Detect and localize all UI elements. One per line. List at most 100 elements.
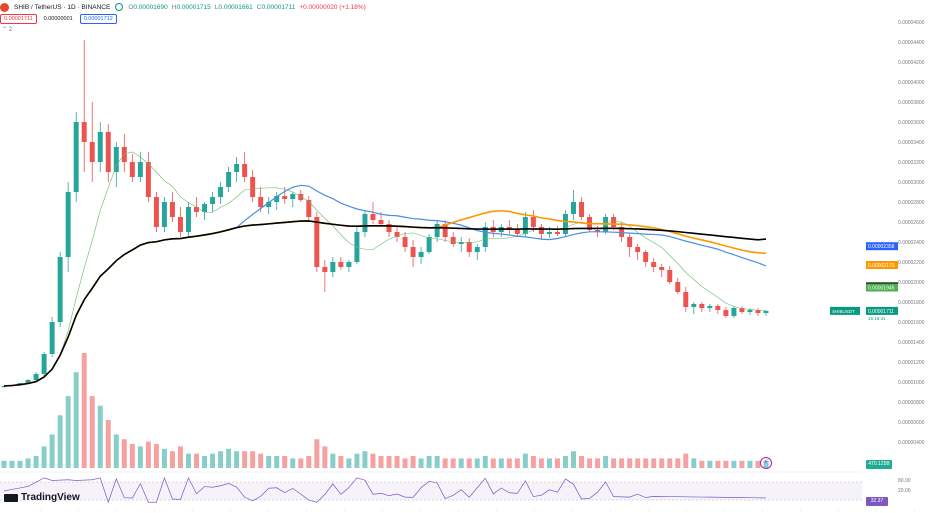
volume-bar — [258, 453, 264, 468]
volume-bar — [194, 453, 199, 468]
indicators-toggle[interactable]: ⌃ 2 — [2, 27, 13, 33]
candle-body — [707, 306, 713, 308]
volume-bar — [723, 460, 729, 468]
candle-body — [185, 207, 191, 232]
time-axis-tick: · — [914, 508, 916, 513]
volume-bar — [266, 456, 272, 468]
candle-body — [386, 224, 392, 232]
volume-bar — [49, 434, 55, 468]
candle-body — [33, 374, 39, 380]
time-axis-tick: · — [572, 508, 574, 513]
candle-body — [538, 227, 544, 234]
volume-bar — [89, 396, 95, 468]
volume-bar — [57, 415, 63, 468]
time-axis-tick: · — [344, 508, 346, 513]
candle-body — [274, 196, 280, 202]
candle-body — [418, 252, 424, 257]
volume-bar — [538, 458, 544, 468]
price-axis-label: 0.00000600 — [898, 420, 925, 426]
candle-body — [121, 147, 127, 162]
candle-body — [282, 196, 288, 199]
volume-bar — [587, 458, 593, 468]
volume-bar — [394, 456, 400, 468]
time-axis-tick: · — [306, 508, 308, 513]
trade-boxes: 0.00001711 0.00000001 0.00001712 — [0, 14, 117, 24]
volume-bar — [362, 451, 368, 468]
volume-bar — [514, 458, 520, 468]
price-axis-label: 0.00001800 — [898, 300, 925, 306]
tradingview-logo: TradingView — [4, 492, 80, 503]
volume-bar — [242, 451, 248, 468]
volume-bar — [282, 456, 288, 468]
volume-bar — [137, 446, 143, 468]
candle-body — [65, 192, 71, 257]
volume-bar — [354, 453, 360, 468]
volume-bar — [322, 446, 328, 468]
volume-bar — [418, 458, 424, 468]
price-axis-label: 0.00003800 — [898, 100, 925, 106]
volume-bar — [210, 453, 216, 468]
volume-bar — [129, 444, 135, 468]
ma-green-line — [3, 151, 767, 387]
candle-body — [739, 308, 745, 312]
candle-body — [595, 230, 601, 232]
candle-body — [266, 202, 272, 207]
volume-bar — [426, 456, 432, 468]
volume-bar — [490, 458, 496, 468]
buy-price-button[interactable]: 0.00001712 — [79, 14, 117, 24]
volume-bar — [298, 458, 304, 468]
ma-blue-line — [3, 184, 767, 387]
price-tag — [866, 261, 898, 269]
time-axis-tick: · — [800, 508, 802, 513]
candle-body — [113, 147, 119, 172]
candle-body — [290, 194, 296, 199]
volume-bar — [185, 453, 191, 468]
time-axis-tick: · — [268, 508, 270, 513]
time-axis-tick: · — [534, 508, 536, 513]
volume-bar — [314, 439, 320, 468]
sell-price-button[interactable]: 0.00001711 — [0, 14, 37, 24]
time-axis-tick: · — [78, 508, 80, 513]
volume-bar — [595, 458, 601, 468]
volume-bar — [747, 460, 753, 468]
price-tag-label: 0.00002170 — [868, 263, 895, 269]
volume-bar — [627, 458, 633, 468]
time-axis-tick: · — [40, 508, 42, 513]
volume-bar — [675, 458, 681, 468]
symbol-title[interactable]: SHIB / TetherUS · 1D · BINANCE — [14, 3, 111, 11]
candle-body — [194, 207, 199, 212]
candle-body — [571, 202, 576, 214]
volume-bar — [218, 451, 224, 468]
volume-bar — [33, 456, 39, 468]
time-axis-tick: · — [686, 508, 688, 513]
candle-body — [202, 204, 208, 212]
price-tag — [866, 242, 898, 251]
price-tag-label: 0.00001711 — [868, 309, 894, 315]
candle-body — [514, 230, 520, 234]
candle-body — [611, 217, 617, 227]
candle-body — [635, 247, 641, 252]
candle-body — [643, 252, 649, 262]
candle-body — [314, 217, 320, 267]
volume-bar — [9, 460, 15, 468]
volume-bar — [1, 460, 7, 468]
candle-body — [370, 214, 376, 220]
candle-body — [177, 217, 183, 232]
volume-bar — [177, 446, 183, 468]
rsi-line — [3, 476, 767, 504]
candle-body — [378, 220, 384, 224]
volume-bar — [226, 448, 232, 468]
price-axis-label: 0.00003400 — [898, 140, 925, 146]
volume-bar — [290, 458, 296, 468]
candle-body — [1, 386, 7, 387]
volume-bar — [554, 458, 560, 468]
price-tag — [866, 306, 898, 315]
volume-bar — [579, 456, 585, 468]
volume-bar — [571, 451, 576, 468]
volume-bar — [250, 451, 256, 468]
volume-bar — [113, 434, 119, 468]
lightning-icon[interactable]: ⚡ — [760, 457, 772, 469]
volume-bar — [153, 444, 159, 468]
volume-bar — [274, 456, 280, 468]
